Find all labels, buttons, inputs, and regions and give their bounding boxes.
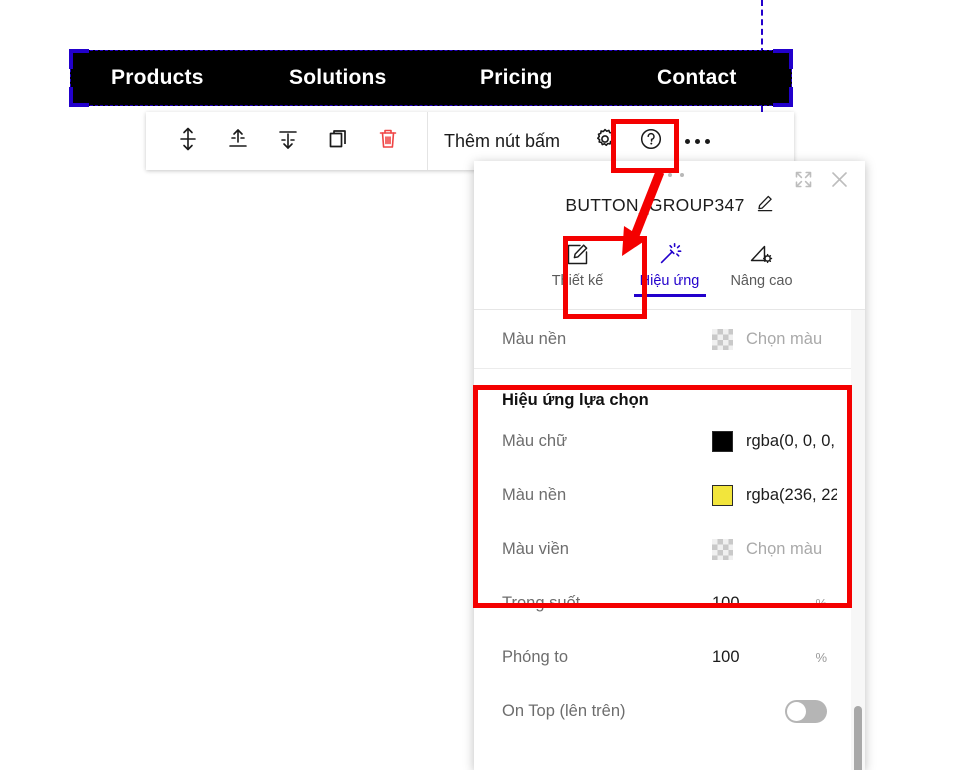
toggle-knob	[787, 701, 806, 721]
panel-actions	[789, 168, 853, 196]
on-top-toggle[interactable]	[785, 699, 827, 723]
label-selected-background-color: Màu nền	[502, 485, 567, 504]
color-swatch-selected-border[interactable]	[712, 538, 733, 560]
more-horizontal-icon	[684, 138, 710, 144]
scale-unit: %	[815, 649, 827, 665]
duplicate-button[interactable]	[313, 120, 363, 162]
nav-link-solutions[interactable]: Solutions	[289, 66, 387, 89]
opacity-input[interactable]: 100	[712, 593, 740, 612]
scale-input[interactable]: 100	[712, 647, 740, 666]
nav-link-products[interactable]: Products	[111, 66, 204, 89]
text-background-color: Chọn màu	[746, 329, 823, 348]
panel-tabs: Thiết kế Hiệu ứng	[474, 233, 865, 297]
text-selected-background-color: rgba(236, 224,	[746, 485, 837, 504]
tab-nang-cao[interactable]: Nâng cao	[716, 233, 808, 289]
value-on-top[interactable]	[752, 699, 837, 723]
value-opacity[interactable]: 100 %	[712, 594, 837, 613]
row-selected-background-color[interactable]: Màu nền rgba(236, 224,	[474, 468, 865, 522]
row-selected-text-color[interactable]: Màu chữ rgba(0, 0, 0, 1)	[474, 414, 865, 468]
expand-icon	[794, 170, 813, 194]
panel-scrollbar-track[interactable]	[851, 310, 865, 770]
toolbar-divider	[427, 112, 428, 170]
toolbar-right-group: Thêm nút bấm	[428, 112, 720, 170]
resize-vertical-icon	[176, 126, 200, 157]
tab-label-thiet-ke: Thiết kế	[551, 273, 604, 289]
nav-link-contact[interactable]: Contact	[657, 66, 737, 89]
divider	[474, 368, 865, 369]
panel-title-row: BUTTON_GROUP347	[474, 194, 865, 217]
delete-icon	[376, 126, 400, 157]
label-opacity: Trong suốt	[502, 593, 581, 612]
drag-dots-icon[interactable]	[655, 173, 684, 177]
tab-hieu-ung[interactable]: Hiệu ứng	[624, 233, 716, 297]
row-opacity[interactable]: Trong suốt 100 %	[474, 576, 865, 630]
move-up-icon	[226, 126, 250, 157]
value-scale[interactable]: 100 %	[712, 648, 837, 667]
color-swatch-selected-background[interactable]	[712, 484, 733, 506]
advanced-settings-icon	[749, 239, 774, 269]
value-selected-border-color[interactable]: Chọn màu	[712, 538, 837, 560]
text-selected-border-color: Chọn màu	[746, 539, 823, 558]
gear-icon	[593, 127, 617, 156]
magic-wand-icon	[657, 239, 682, 269]
move-down-button[interactable]	[263, 120, 313, 162]
row-scale[interactable]: Phóng to 100 %	[474, 630, 865, 684]
tab-thiet-ke[interactable]: Thiết kế	[532, 233, 624, 289]
pencil-icon[interactable]	[756, 194, 774, 217]
settings-button[interactable]	[582, 119, 628, 163]
delete-button[interactable]	[363, 120, 413, 162]
color-swatch-selected-text[interactable]	[712, 430, 733, 452]
toolbar-left-group	[146, 112, 428, 170]
value-selected-text-color[interactable]: rgba(0, 0, 0, 1)	[712, 430, 837, 452]
row-selected-border-color[interactable]: Màu viền Chọn màu	[474, 522, 865, 576]
opacity-unit: %	[815, 595, 827, 611]
label-selected-text-color: Màu chữ	[502, 431, 568, 450]
duplicate-icon	[326, 126, 350, 157]
site-navbar[interactable]: Products Solutions Pricing Contact	[70, 50, 792, 106]
move-down-icon	[276, 126, 300, 157]
more-options-button[interactable]	[674, 119, 720, 163]
panel-body: Màu nền Chọn màu Hiệu ứng lựa chọn Màu c…	[474, 310, 865, 770]
edit-square-icon	[565, 239, 590, 269]
label-on-top: On Top (lên trên)	[502, 701, 626, 720]
label-background-color: Màu nền	[502, 329, 567, 348]
section-title-selection-effect: Hiệu ứng lựa chọn	[502, 391, 649, 409]
resize-vertical-button[interactable]	[163, 120, 213, 162]
tab-label-hieu-ung: Hiệu ứng	[639, 273, 700, 289]
close-button[interactable]	[825, 168, 853, 196]
page-title: BUTTON_GROUP347	[565, 195, 745, 215]
row-background-color[interactable]: Màu nền Chọn màu	[474, 310, 865, 368]
close-icon	[829, 169, 850, 195]
panel-scrollbar-thumb[interactable]	[854, 706, 862, 770]
color-swatch-background[interactable]	[712, 328, 733, 350]
value-selected-background-color[interactable]: rgba(236, 224,	[712, 484, 837, 506]
element-toolbar: Thêm nút bấm	[146, 112, 794, 170]
nav-link-pricing[interactable]: Pricing	[480, 66, 553, 89]
label-scale: Phóng to	[502, 647, 569, 666]
expand-button[interactable]	[789, 168, 817, 196]
move-up-button[interactable]	[213, 120, 263, 162]
question-circle-icon	[638, 126, 664, 157]
panel-header-divider	[474, 309, 865, 310]
add-button-label: Thêm nút bấm	[444, 130, 561, 151]
help-button[interactable]	[628, 119, 674, 163]
properties-panel: BUTTON_GROUP347 Thiết kế	[474, 161, 865, 770]
value-background-color[interactable]: Chọn màu	[712, 328, 837, 350]
label-selected-border-color: Màu viền	[502, 539, 569, 558]
tab-label-nang-cao: Nâng cao	[730, 273, 793, 289]
text-selected-text-color: rgba(0, 0, 0, 1)	[746, 431, 837, 450]
row-on-top[interactable]: On Top (lên trên)	[474, 684, 865, 738]
